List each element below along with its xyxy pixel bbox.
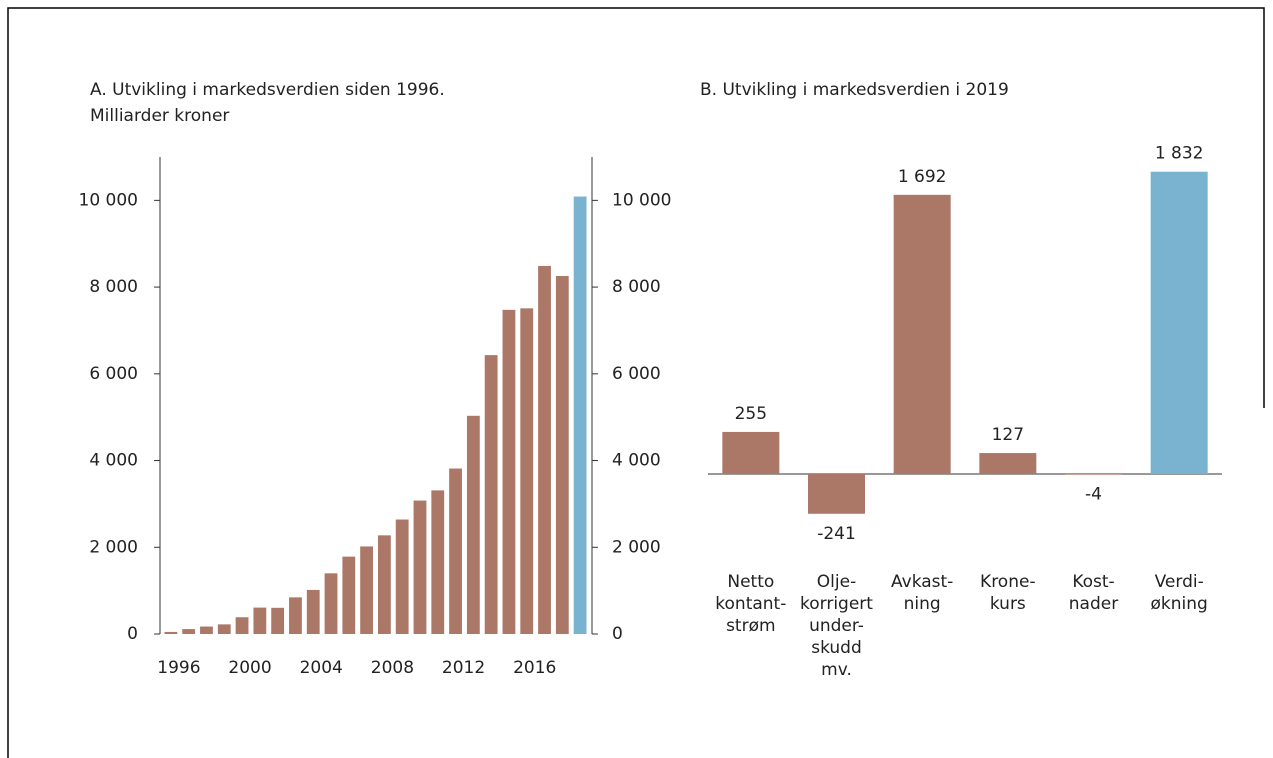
label-line: skudd [811,638,862,658]
y-tick-label: 0 [127,624,138,644]
bar [289,597,302,634]
bar [893,194,951,474]
bar [342,556,356,634]
y2-tick-label: 8 000 [612,277,661,297]
x-tick-label: 2004 [300,658,343,678]
label-line: Krone- [980,572,1036,592]
label-line: korrigert [800,594,873,614]
bar [1150,171,1208,474]
bar [1065,474,1122,475]
y2-tick-label: 6 000 [612,364,661,384]
bar [466,415,480,634]
bar [164,631,178,634]
bar [979,453,1037,474]
value-label: -4 [1085,485,1102,505]
bar [377,535,391,634]
bar [573,196,587,634]
value-label: 1 832 [1155,144,1204,164]
frame [7,7,1265,758]
bar [235,617,249,634]
bar [555,275,569,634]
y-tick-label: 8 000 [89,277,138,297]
x-tick-label: 2016 [513,658,556,678]
y-tick-label: 4 000 [89,451,138,471]
y2-tick-label: 4 000 [612,451,661,471]
bar [217,624,231,634]
bar [306,589,320,634]
value-label: -241 [817,524,856,544]
bar [395,519,409,634]
chart-title: B. Utvikling i markedsverdien i 2019 [700,80,1009,100]
label-line: Verdi- [1155,572,1204,592]
x-tick-label: 2008 [371,658,414,678]
y-tick-label: 10 000 [79,190,138,210]
x-tick-label: Olje-korrigert under-skudd mv. [800,572,873,680]
bar [538,265,551,634]
value-label: 255 [735,404,767,424]
chart-subtitle: Milliarder kroner [90,106,229,126]
y-tick-label: 6 000 [89,364,138,384]
bar [182,629,196,634]
label-line: kurs [990,594,1026,614]
value-label: 127 [992,425,1024,445]
x-tick-label: Netto kontant-strøm [715,572,786,636]
chart-title: A. Utvikling i markedsverdien siden 1996… [90,80,445,100]
x-tick-label: Verdi-økning [1151,572,1208,614]
label-line: ning [904,594,941,614]
bar [502,309,516,634]
x-tick-label: 2000 [228,658,271,678]
x-tick-label: 1996 [157,658,200,678]
bar [200,626,213,634]
x-tick-label: 2012 [442,658,485,678]
y2-tick-label: 0 [612,624,623,644]
label-line: Avkast- [891,572,953,592]
x-tick-label: Kost-nader [1069,572,1118,614]
bar [808,474,865,514]
bar [449,468,462,634]
label-line: under- [809,616,864,636]
label-line: Olje- [817,572,856,592]
bar [360,546,374,634]
value-label: 1 692 [898,167,947,187]
x-tick-label: Avkast-ning [891,572,953,614]
label-line: nader [1069,594,1118,614]
label-line: mv. [821,660,852,680]
y2-tick-label: 2 000 [612,537,661,557]
y2-tick-label: 10 000 [612,190,671,210]
bar [253,607,267,634]
bar [271,607,285,634]
bar [431,490,445,634]
x-tick-label: Krone-kurs [980,572,1036,614]
label-line: økning [1151,594,1208,614]
label-line: Netto [727,572,774,592]
label-line: Kost- [1072,572,1114,592]
label-line: kontant- [715,594,786,614]
label-line: strøm [726,616,775,636]
bar [520,308,534,634]
y-tick-label: 2 000 [89,537,138,557]
bar [324,573,338,634]
bar [722,431,780,474]
bar [413,500,427,634]
bar [484,355,498,634]
